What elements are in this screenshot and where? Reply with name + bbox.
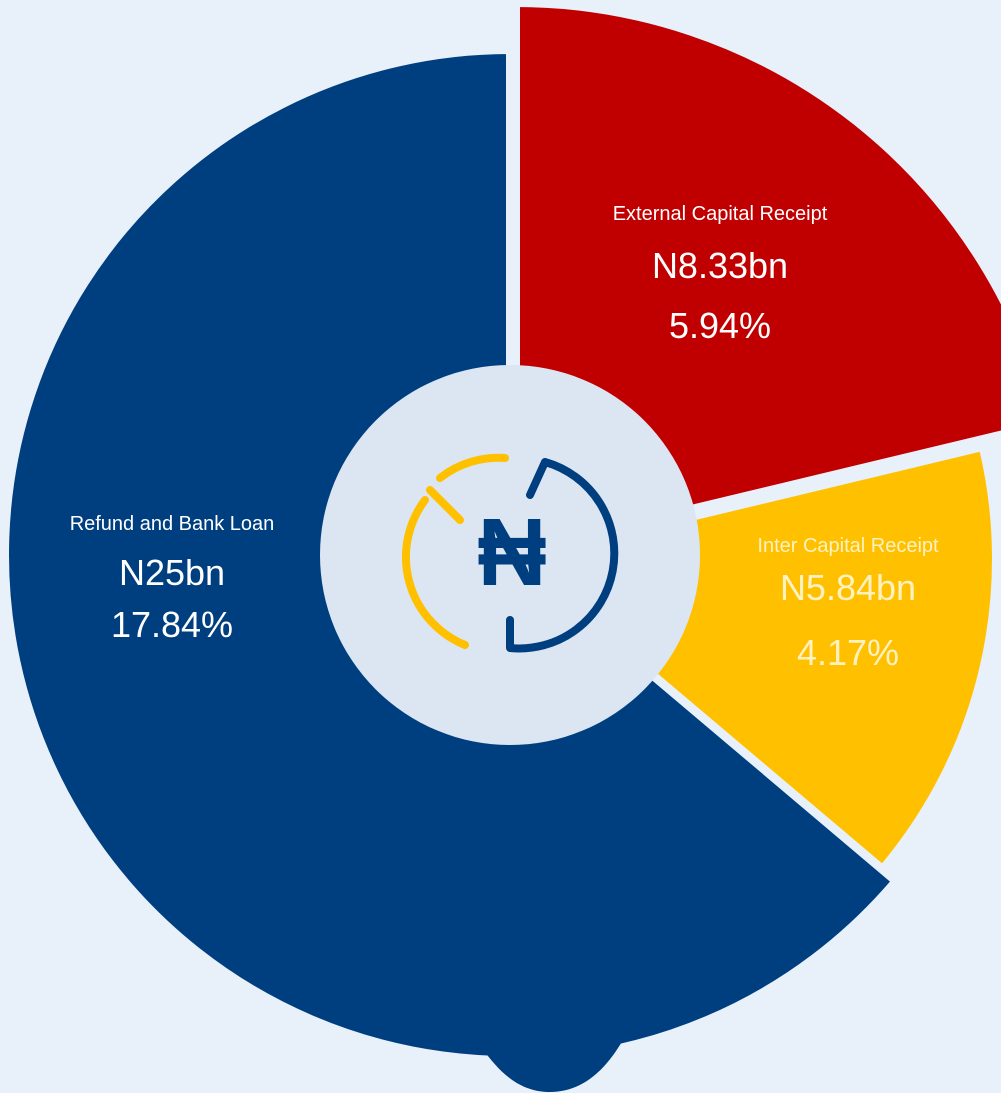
value-label: 17.84% — [111, 604, 233, 645]
icon-arc — [401, 496, 469, 649]
amount-label: N8.33bn — [652, 245, 788, 286]
center-circle — [320, 365, 700, 745]
amount-label: N25bn — [119, 552, 225, 593]
drop-tail — [455, 1005, 640, 1092]
value-label: 4.17% — [797, 632, 899, 673]
slice-label: Inter Capital Receipt — [757, 535, 939, 557]
amount-label: N5.84bn — [780, 567, 916, 608]
icon-arc — [506, 458, 619, 653]
slice-label: Refund and Bank Loan — [70, 513, 275, 535]
slice-label: External Capital Receipt — [613, 203, 828, 225]
label-group: Inter Capital Receipt N5.84bn 4.17% — [757, 535, 939, 673]
center-symbol: ₦ — [477, 499, 546, 606]
icon-arc — [426, 453, 509, 524]
label-group: External Capital Receipt N8.33bn 5.94% R… — [70, 203, 828, 645]
value-label: 5.94% — [669, 305, 771, 346]
